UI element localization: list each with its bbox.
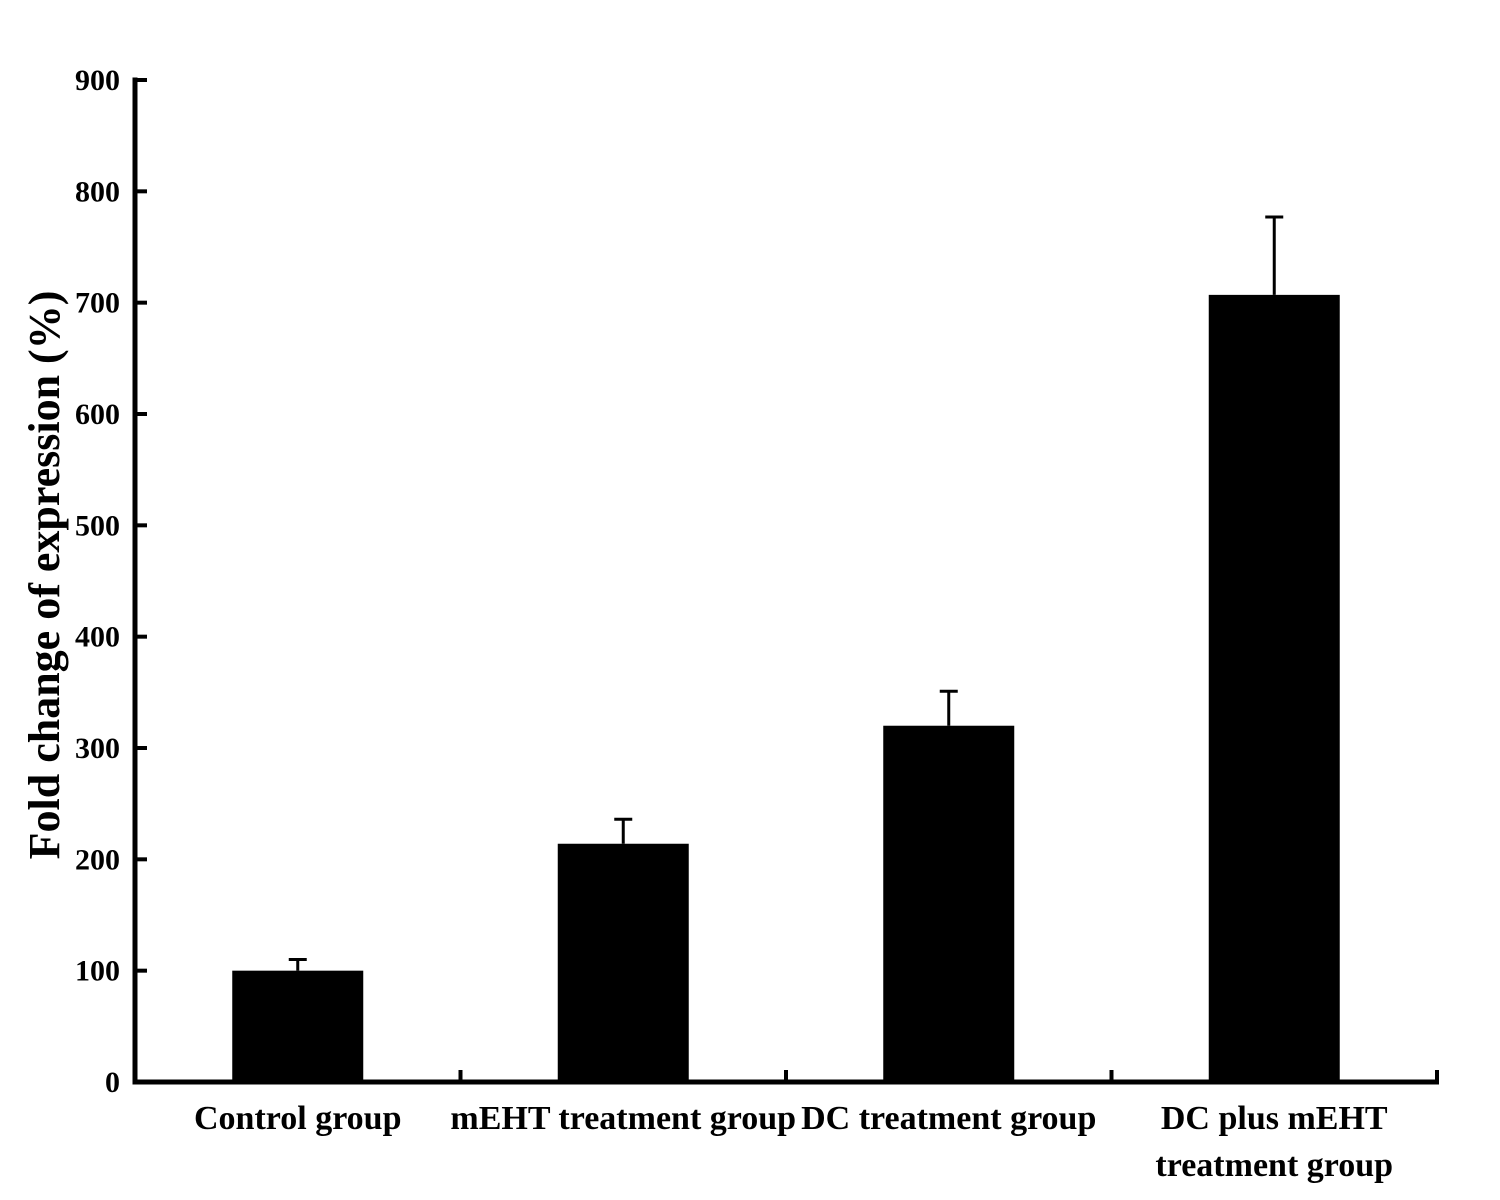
y-tick-label-400: 400: [75, 621, 120, 654]
y-tick-label-200: 200: [75, 843, 120, 876]
bar-3: [883, 725, 1015, 1082]
y-tick-label-800: 800: [75, 175, 120, 208]
y-tick-label-100: 100: [75, 955, 120, 988]
y-tick-label-600: 600: [75, 398, 120, 431]
x-category-label-3: DC treatment group: [801, 1100, 1096, 1137]
x-category-label-1: Control group: [194, 1100, 402, 1137]
y-tick-label-700: 700: [75, 287, 120, 320]
x-category-label-2: mEHT treatment group: [450, 1100, 796, 1137]
y-axis-title: Fold change of expression (%): [20, 290, 69, 860]
bar-4: [1208, 294, 1340, 1083]
y-tick-label-500: 500: [75, 509, 120, 542]
x-category-label-4: DC plus mEHT: [1161, 1100, 1388, 1137]
x-category-label-4-line2: treatment group: [1155, 1147, 1393, 1184]
y-tick-label-900: 900: [75, 64, 120, 97]
bar-2: [557, 843, 689, 1082]
y-tick-label-0: 0: [105, 1066, 120, 1099]
bar-1: [232, 970, 364, 1082]
y-tick-label-300: 300: [75, 732, 120, 765]
